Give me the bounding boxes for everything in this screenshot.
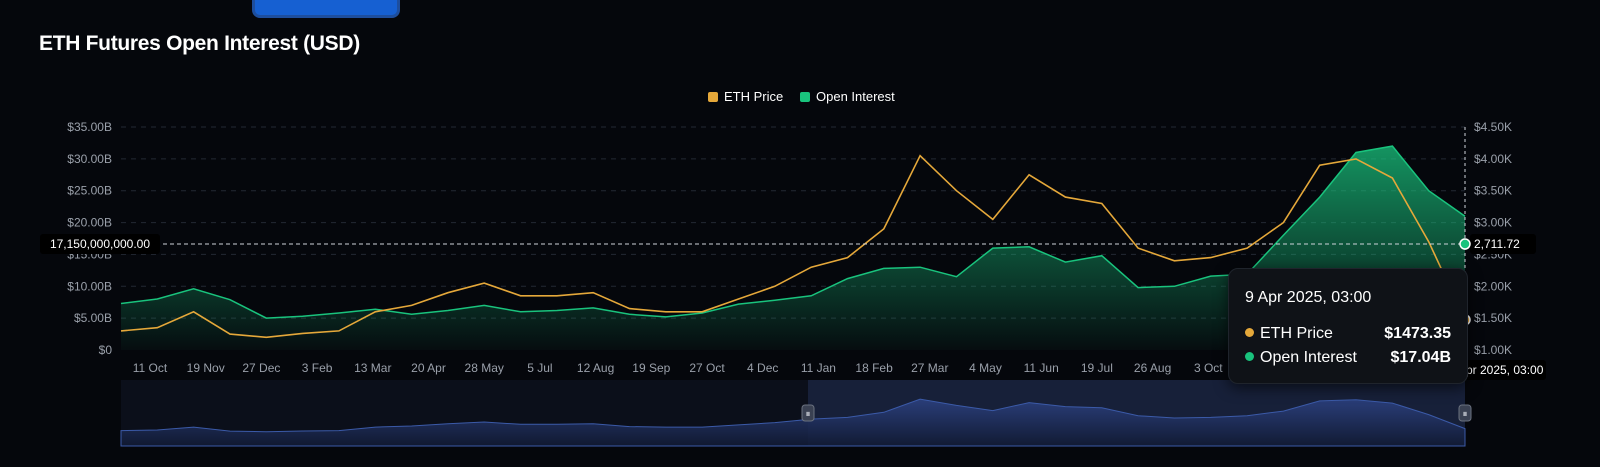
y-left-tick-label: $5.00B (74, 311, 112, 325)
y-left-tick-label: $20.00B (67, 216, 112, 230)
y-left-tick-label: $25.00B (67, 184, 112, 198)
y-left-tick-label: $0 (99, 343, 113, 357)
x-tick-label: 19 Nov (187, 361, 225, 375)
crosshair-right-label-bg (1470, 234, 1536, 254)
tooltip-time: 9 Apr 2025, 03:00 (1245, 289, 1372, 306)
tooltip-eth-price-value: $1473.35 (1384, 325, 1451, 342)
y-left-tick-label: $35.00B (67, 120, 112, 134)
active-tab-button[interactable] (252, 0, 400, 18)
page-title: ETH Futures Open Interest (USD) (39, 32, 360, 55)
crosshair-left-label: 17,150,000,000.00 (50, 237, 150, 251)
x-tick-label: 5 Jul (527, 361, 552, 375)
eth-price-dot-icon (1245, 328, 1254, 337)
eth-price-line (120, 154, 1466, 339)
legend-swatch-eth-price (708, 92, 718, 102)
x-tick-label: 19 Jul (1081, 361, 1113, 375)
x-tick-label: 11 Jun (1024, 361, 1059, 375)
navigator-left-handle-grip-icon: ⏸ (806, 409, 811, 420)
x-tick-label: 26 Aug (1134, 361, 1171, 375)
x-tick-label: 3 Feb (302, 361, 333, 375)
x-tick-label: 11 Jan (801, 361, 836, 375)
navigator-right-handle (1458, 404, 1472, 422)
x-tick-label: 27 Oct (689, 361, 725, 375)
open-interest-dot-icon (1245, 352, 1254, 361)
x-tick-label: 3 Oct (1194, 361, 1223, 375)
x-tick-label: 27 Mar (911, 361, 948, 375)
x-tick-label: 27 Dec (242, 361, 280, 375)
x-tick-label: 18 Feb (855, 361, 893, 375)
tooltip-open-interest-value: $17.04B (1390, 349, 1452, 366)
legend-label-open-interest: Open Interest (816, 89, 895, 104)
y-right-tick-label: $1.00K (1474, 343, 1512, 357)
crosshair-right-label: 2,711.72 (1474, 237, 1520, 251)
navigator-right-handle-grip-icon: ⏸ (1463, 409, 1468, 420)
y-right-tick-label: $4.50K (1474, 120, 1512, 134)
crosshair-bottom-label: 9 Apr 2025, 03:00 (1449, 363, 1544, 377)
crosshair-bottom-label-bg (1446, 360, 1546, 380)
tooltip-row-eth-price: ETH Price $1473.35 (1245, 325, 1451, 343)
x-tick-label: 20 Apr (411, 361, 446, 375)
open-interest-area (121, 146, 1465, 350)
x-tick-label: 12 Aug (577, 361, 614, 375)
x-tick-label: 11 Oct (133, 361, 168, 375)
x-tick-label: 4 Dec (747, 361, 778, 375)
x-tick-label: 4 May (969, 361, 1002, 375)
y-right-tick-label: $4.00K (1474, 152, 1512, 166)
y-right-tick-label: $1.50K (1474, 311, 1512, 325)
legend-swatch-open-interest (800, 92, 810, 102)
y-right-tick-label: $2.00K (1474, 279, 1512, 293)
y-right-tick-label: $3.50K (1474, 184, 1512, 198)
tooltip-row-open-interest: Open Interest $17.04B (1245, 349, 1451, 367)
chart-tooltip: 9 Apr 2025, 03:00 ETH Price $1473.35 Ope… (1228, 268, 1468, 384)
y-left-tick-label: $30.00B (67, 152, 112, 166)
x-tick-label: 13 Mar (354, 361, 391, 375)
y-right-tick-label: $3.00K (1474, 216, 1512, 230)
crosshair-left-label-bg (40, 234, 160, 254)
y-left-tick-label: $10.00B (67, 279, 112, 293)
legend-label-eth-price: ETH Price (724, 89, 783, 104)
x-tick-label: 19 Sep (632, 361, 670, 375)
x-tick-label: 28 May (465, 361, 504, 375)
crosshair-open-interest-marker (1459, 238, 1471, 250)
navigator-left-handle (801, 404, 815, 422)
